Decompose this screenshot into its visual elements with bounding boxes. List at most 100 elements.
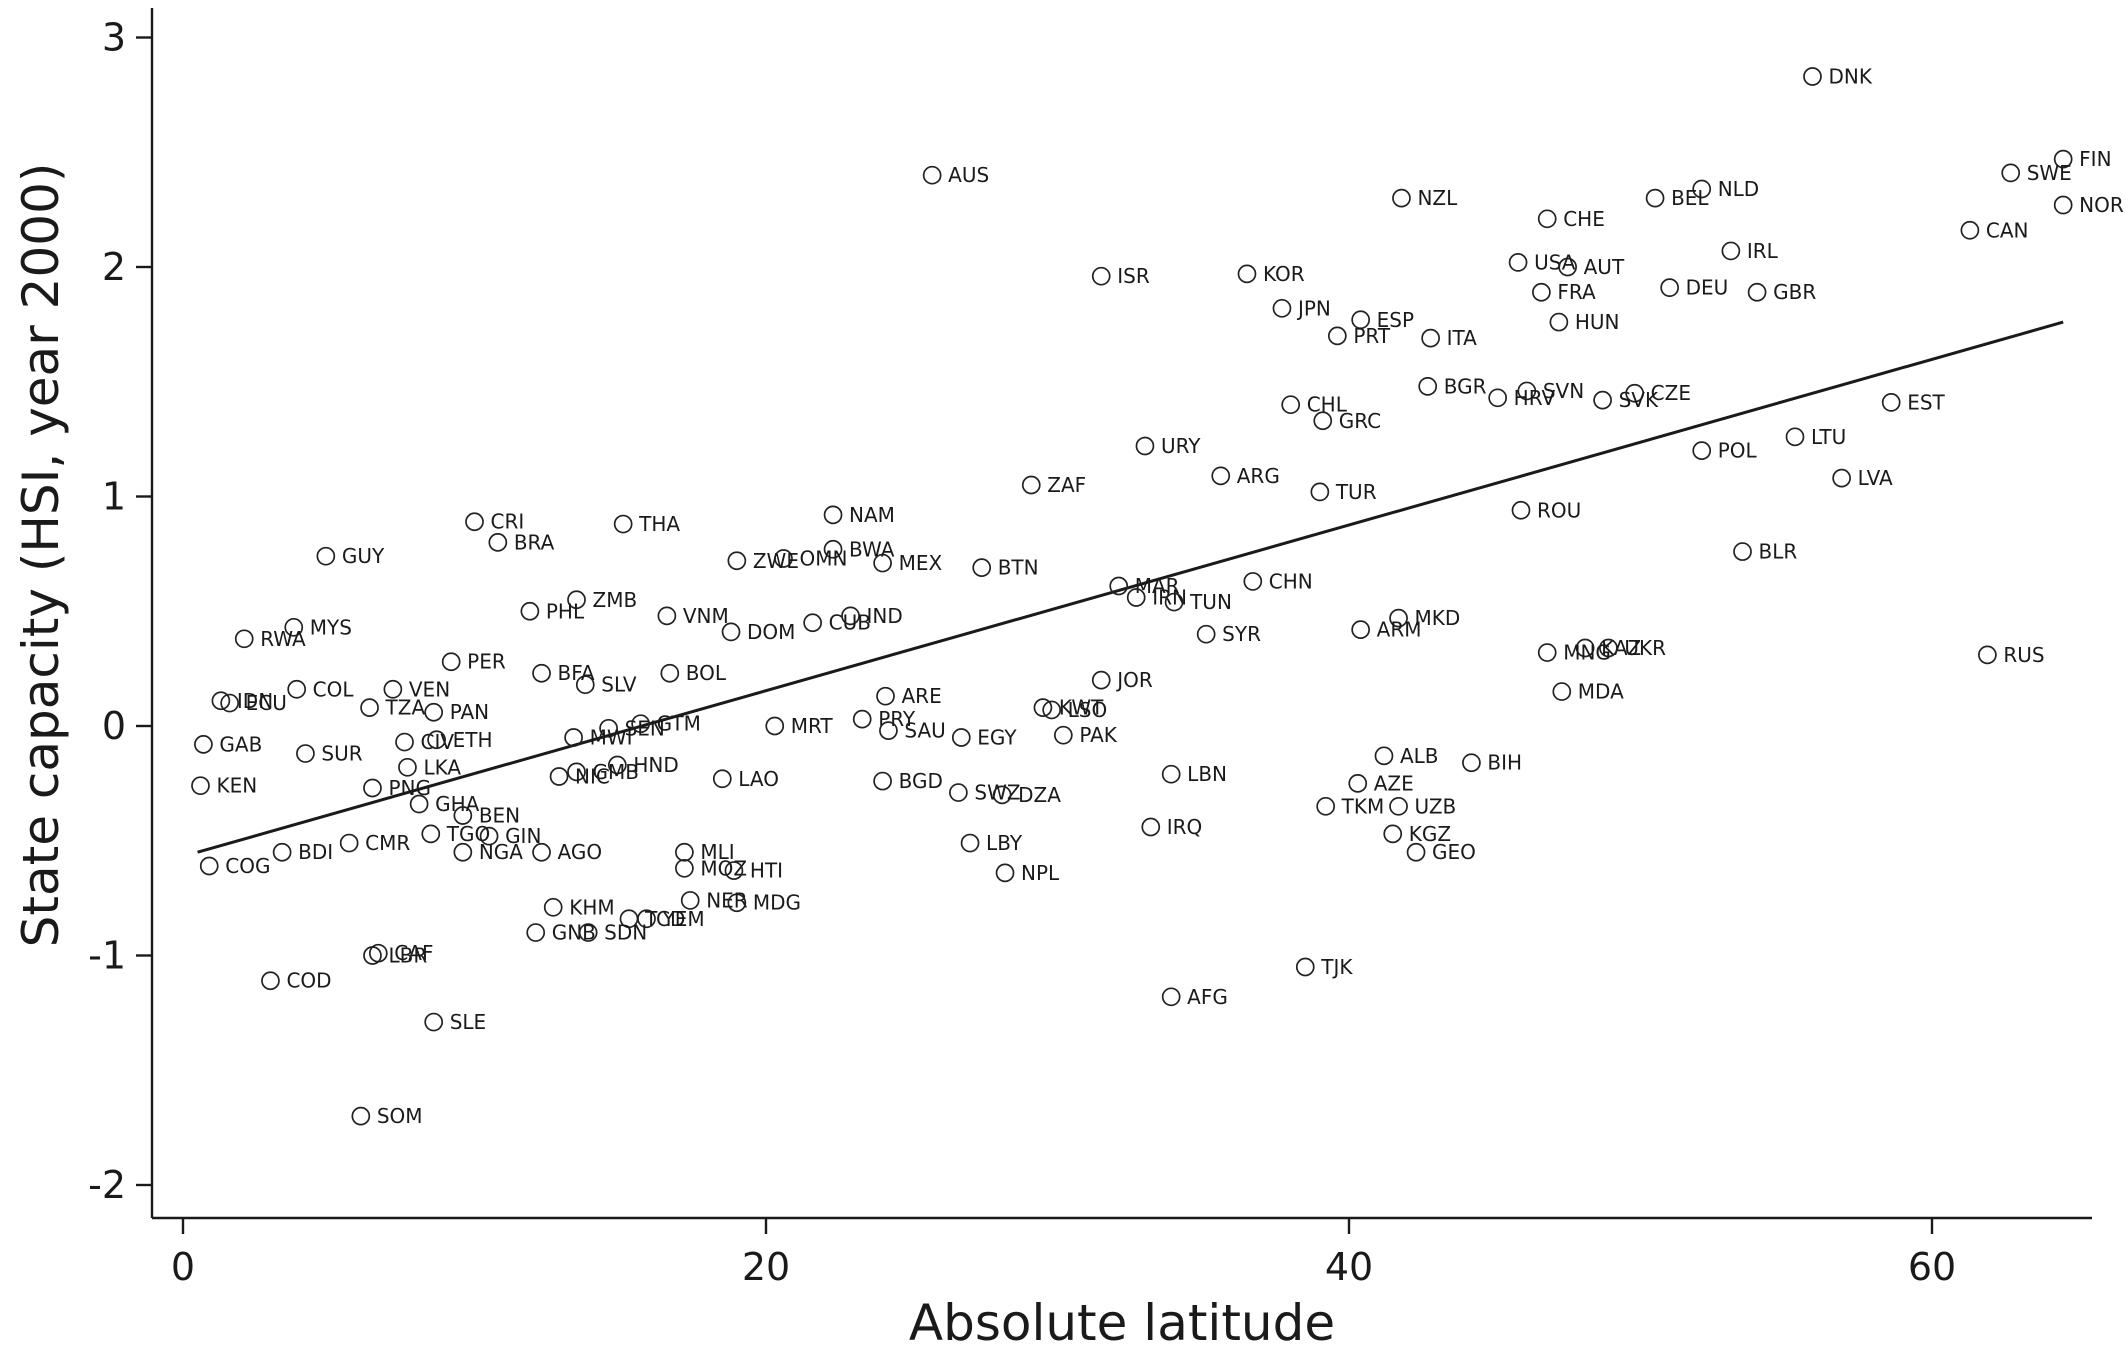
data-point: PNG	[363, 776, 431, 800]
data-point: GRC	[1313, 409, 1381, 433]
data-point: AFG	[1161, 985, 1228, 1009]
data-point: SDN	[578, 921, 647, 945]
point-marker	[424, 1012, 444, 1032]
data-point: JOR	[1091, 668, 1153, 692]
point-marker	[383, 679, 403, 699]
point-marker	[823, 505, 843, 525]
point-marker	[1091, 670, 1111, 690]
data-point: IRQ	[1141, 815, 1203, 839]
point-marker	[1351, 620, 1371, 639]
point-label: CHN	[1269, 569, 1313, 593]
data-point: LVA	[1832, 466, 1893, 490]
data-point: OMN	[774, 546, 847, 570]
point-marker	[194, 735, 213, 754]
data-point: FIN	[2053, 147, 2112, 171]
point-label: LTU	[1811, 425, 1846, 449]
point-label: TUN	[1189, 590, 1232, 614]
data-point: IRL	[1721, 239, 1779, 263]
point-marker	[1960, 220, 1980, 240]
data-point: DEU	[1660, 276, 1728, 300]
data-point: NAM	[823, 503, 895, 527]
point-marker	[1785, 427, 1805, 447]
point-marker	[876, 686, 895, 706]
point-marker	[1135, 436, 1155, 456]
point-label: BEL	[1671, 186, 1709, 210]
data-point: ITA	[1421, 326, 1478, 350]
point-marker	[1351, 310, 1371, 330]
point-label: MLI	[700, 840, 734, 864]
point-marker	[1392, 188, 1411, 208]
point-marker	[675, 842, 694, 862]
point-marker	[1660, 278, 1680, 298]
point-marker	[1532, 282, 1551, 302]
point-label: IDN	[237, 689, 273, 713]
point-marker	[1327, 326, 1347, 346]
point-label: CRI	[491, 510, 525, 534]
point-marker	[1109, 576, 1129, 596]
data-point: HRV	[1488, 386, 1556, 410]
point-label: IRL	[1747, 239, 1779, 263]
point-marker	[1692, 179, 1712, 199]
point-label: PER	[467, 650, 506, 674]
point-marker	[803, 613, 822, 633]
data-point: GEO	[1406, 840, 1476, 864]
point-marker	[1537, 209, 1557, 229]
y-tick-label: 3	[102, 16, 126, 60]
point-label: HRV	[1514, 386, 1556, 410]
point-marker	[727, 551, 747, 571]
point-label: CIV	[421, 730, 455, 754]
point-label: BIH	[1487, 751, 1522, 775]
point-label: URY	[1161, 434, 1201, 458]
point-marker	[1053, 725, 1073, 745]
point-label: ITA	[1447, 326, 1478, 350]
point-label: TUR	[1335, 480, 1377, 504]
point-label: SAU	[904, 719, 945, 743]
point-label: BTN	[998, 556, 1039, 580]
data-point: TKM	[1316, 794, 1384, 818]
data-point: ISR	[1091, 264, 1150, 288]
point-label: KHM	[569, 895, 614, 919]
point-label: RUS	[2003, 643, 2044, 667]
point-marker	[272, 842, 292, 862]
data-point: NGA	[453, 840, 523, 864]
data-point: BIH	[1462, 751, 1522, 775]
point-marker	[949, 783, 968, 802]
point-marker	[721, 622, 741, 642]
data-point: GIN	[479, 824, 541, 848]
point-marker	[1406, 842, 1426, 862]
point-label: NER	[706, 888, 748, 912]
point-marker	[1161, 764, 1181, 784]
data-point: BEN	[453, 804, 520, 828]
data-point: CIV	[395, 730, 455, 754]
data-point: NLD	[1692, 177, 1759, 201]
point-label: TZA	[385, 696, 426, 720]
point-label: DOM	[747, 620, 795, 644]
point-marker	[1348, 774, 1368, 793]
point-marker	[619, 909, 639, 929]
data-point: LBN	[1161, 762, 1227, 786]
point-marker	[1517, 381, 1537, 401]
data-point: AUT	[1558, 255, 1625, 279]
data-point: BTN	[972, 556, 1039, 580]
point-marker	[1747, 282, 1767, 302]
point-marker	[599, 718, 618, 738]
point-marker	[520, 601, 540, 621]
point-marker	[1389, 608, 1408, 628]
point-label: MNG	[1563, 641, 1611, 665]
point-label: IRQ	[1167, 815, 1203, 839]
point-label: NOR	[2079, 193, 2124, 217]
data-point: TZA	[360, 696, 426, 720]
point-marker	[1549, 312, 1569, 332]
data-point: NPL	[995, 861, 1060, 885]
point-label: ARM	[1377, 618, 1422, 642]
point-label: YEM	[661, 907, 704, 931]
data-point: BDI	[272, 840, 333, 864]
point-marker	[1511, 500, 1531, 520]
point-label: LBN	[1187, 762, 1227, 786]
point-marker	[567, 762, 586, 782]
data-point: HUN	[1549, 310, 1620, 334]
data-point: CAN	[1960, 218, 2029, 242]
data-point: SWE	[2001, 161, 2072, 185]
data-point: KEN	[191, 774, 257, 798]
point-label: SLV	[601, 673, 637, 697]
